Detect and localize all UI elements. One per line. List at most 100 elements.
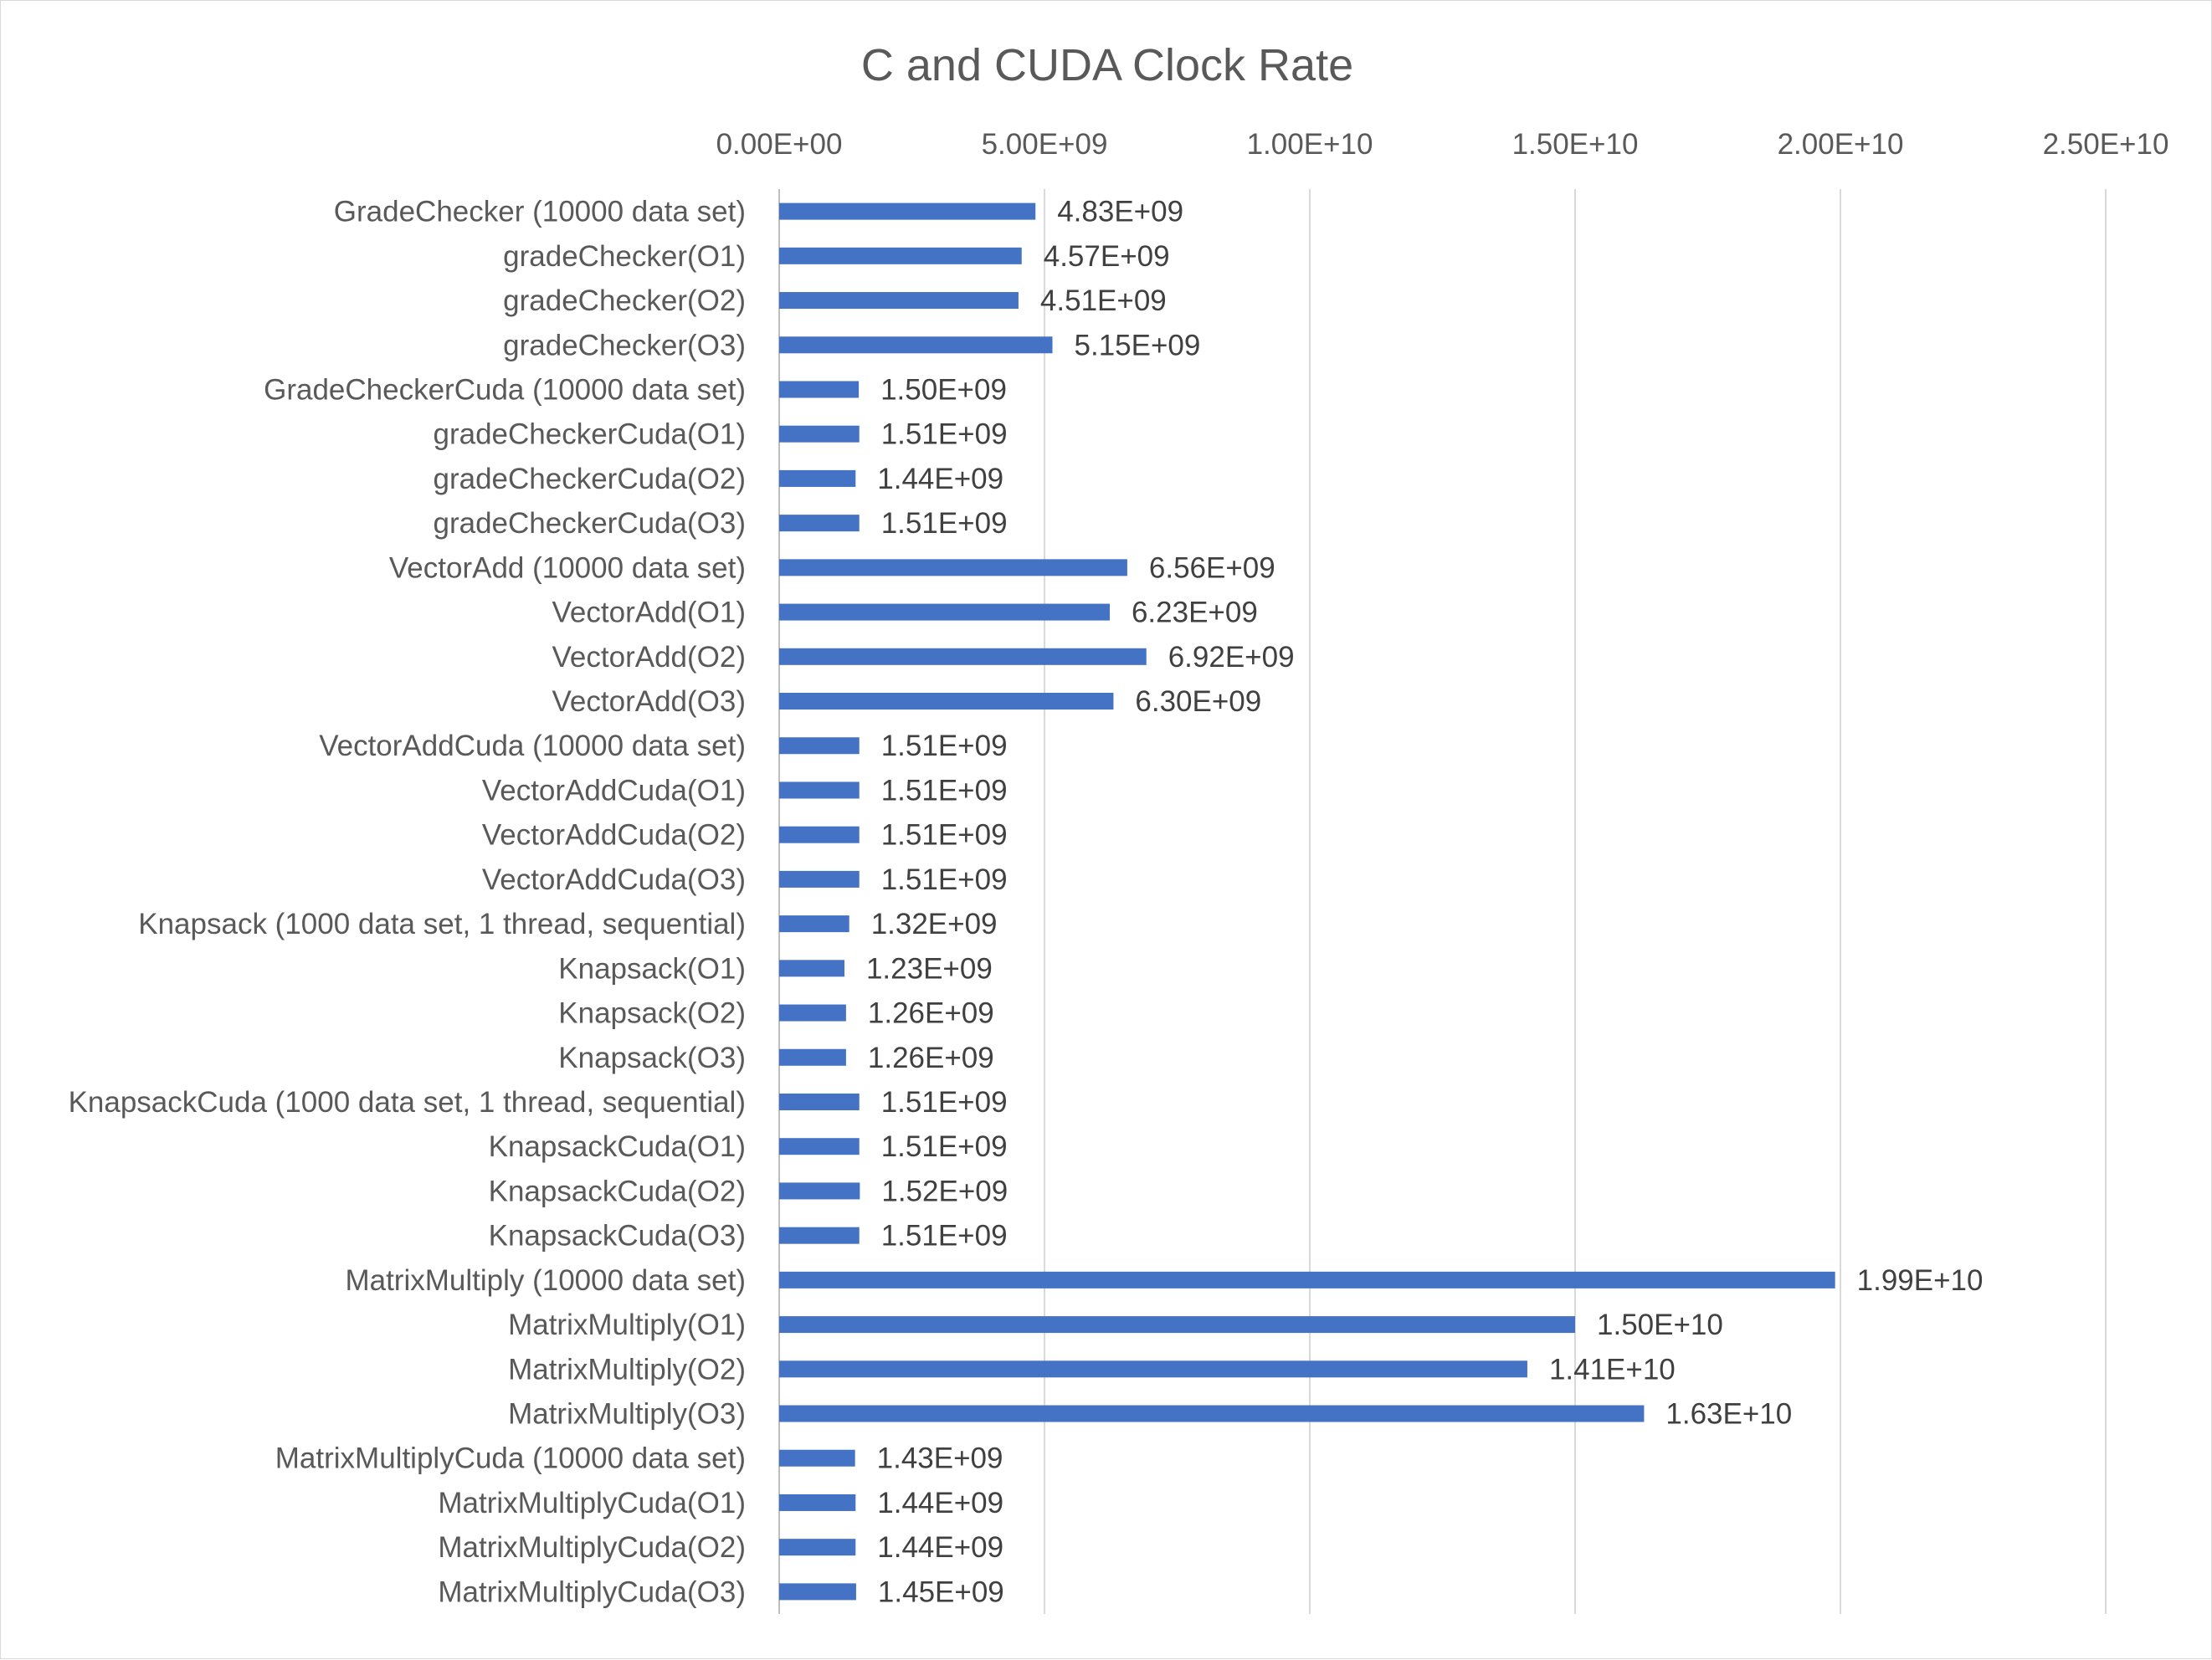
bar: [779, 737, 860, 755]
category-label: VectorAddCuda (10000 data set): [319, 730, 746, 762]
bar: [779, 425, 860, 443]
category-label: VectorAdd(O1): [552, 597, 747, 629]
x-tick-label: 5.00E+09: [982, 128, 1108, 161]
category-label: MatrixMultiply(O3): [508, 1398, 746, 1431]
bar: [779, 1539, 856, 1556]
x-axis-ticks: 0.00E+00 5.00E+09 1.00E+10 1.50E+10 2.00E+10…: [716, 128, 2169, 161]
category-label: gradeChecker(O2): [503, 284, 746, 317]
bar: [779, 1583, 856, 1601]
bar: [779, 1138, 860, 1155]
category-labels: GradeChecker (10000 data set) gradeChecke…: [69, 196, 746, 1609]
data-label: 1.32E+09: [871, 908, 998, 940]
bar: [779, 202, 1036, 220]
bar: [779, 693, 1114, 710]
data-label: 6.23E+09: [1132, 597, 1258, 629]
category-label: Knapsack (1000 data set, 1 thread, seque…: [138, 908, 746, 940]
data-label: 1.51E+09: [881, 1130, 1008, 1163]
category-label: MatrixMultiplyCuda(O1): [438, 1487, 746, 1519]
data-label: 1.63E+10: [1665, 1398, 1792, 1431]
category-label: gradeChecker(O3): [503, 329, 746, 361]
category-label: Knapsack(O1): [558, 952, 746, 985]
bar: [779, 1271, 1835, 1289]
x-tick-label: 2.50E+10: [2043, 128, 2169, 161]
data-label: 1.51E+09: [881, 819, 1008, 852]
data-label: 1.43E+09: [877, 1442, 1003, 1475]
data-label: 1.99E+10: [1857, 1264, 1984, 1297]
bar: [779, 247, 1022, 264]
data-label: 1.23E+09: [866, 952, 993, 985]
chart-title: C and CUDA Clock Rate: [861, 40, 1353, 90]
category-label: Knapsack(O3): [558, 1042, 746, 1074]
bar: [779, 559, 1127, 576]
data-label: 4.51E+09: [1040, 284, 1167, 317]
category-label: VectorAdd(O2): [552, 641, 747, 674]
data-label: 1.51E+09: [881, 730, 1008, 762]
data-label: 6.56E+09: [1149, 551, 1275, 584]
bar: [779, 1316, 1575, 1334]
category-label: gradeCheckerCuda(O2): [433, 463, 746, 495]
data-label: 1.51E+09: [881, 1086, 1008, 1119]
data-label: 1.51E+09: [881, 863, 1008, 896]
data-label: 1.51E+09: [881, 507, 1008, 540]
bar: [779, 1004, 846, 1022]
data-label: 1.51E+09: [881, 774, 1008, 807]
bar: [779, 960, 844, 977]
category-label: MatrixMultiply(O2): [508, 1353, 746, 1386]
data-label: 1.44E+09: [877, 1487, 1003, 1519]
bar: [779, 1048, 846, 1066]
data-label: 4.57E+09: [1044, 240, 1170, 273]
x-tick-label: 0.00E+00: [716, 128, 843, 161]
data-label: 1.50E+09: [880, 373, 1007, 406]
data-label: 6.92E+09: [1168, 641, 1295, 674]
category-label: MatrixMultiplyCuda(O3): [438, 1575, 746, 1608]
category-label: Knapsack(O2): [558, 997, 746, 1030]
category-label: KnapsackCuda (1000 data set, 1 thread, s…: [69, 1086, 746, 1119]
category-label: VectorAdd(O3): [552, 685, 747, 718]
bar: [779, 515, 860, 532]
x-tick-label: 1.00E+10: [1247, 128, 1373, 161]
category-label: KnapsackCuda(O2): [489, 1175, 746, 1207]
data-label: 1.41E+10: [1549, 1353, 1676, 1386]
data-label: 1.51E+09: [881, 1220, 1008, 1253]
category-label: VectorAddCuda(O2): [482, 819, 746, 852]
bar: [779, 292, 1019, 310]
bar: [779, 870, 860, 888]
data-label: 1.45E+09: [878, 1575, 1004, 1608]
data-label: 5.15E+09: [1075, 329, 1201, 361]
data-label: 1.51E+09: [881, 418, 1008, 451]
data-label: 1.26E+09: [868, 1042, 994, 1074]
bar: [779, 1493, 856, 1511]
bar: [779, 1227, 860, 1244]
x-tick-label: 2.00E+10: [1778, 128, 1904, 161]
bars: [779, 202, 1835, 1601]
category-label: MatrixMultiply(O1): [508, 1309, 746, 1341]
bar: [779, 381, 860, 398]
bar: [779, 648, 1147, 665]
data-label: 1.50E+10: [1597, 1309, 1723, 1341]
bar: [779, 1360, 1527, 1378]
bar: [779, 1449, 855, 1467]
category-label: MatrixMultiplyCuda (10000 data set): [275, 1442, 746, 1475]
data-label: 1.44E+09: [877, 463, 1003, 495]
category-label: MatrixMultiplyCuda(O2): [438, 1531, 746, 1564]
data-label: 1.26E+09: [868, 997, 994, 1030]
data-labels: 4.83E+09 4.57E+09 4.51E+09 5.15E+09 1.50E+09…: [866, 196, 1984, 1609]
category-label: VectorAddCuda(O1): [482, 774, 746, 807]
category-label: gradeCheckerCuda(O1): [433, 418, 746, 451]
category-label: VectorAdd (10000 data set): [389, 551, 746, 584]
bar: [779, 336, 1053, 354]
category-label: KnapsackCuda(O1): [489, 1130, 746, 1163]
bar: [779, 1405, 1645, 1422]
data-label: 1.44E+09: [877, 1531, 1003, 1564]
data-label: 6.30E+09: [1135, 685, 1261, 718]
category-label: KnapsackCuda(O3): [489, 1220, 746, 1253]
bar: [779, 1093, 860, 1110]
category-label: gradeChecker(O1): [503, 240, 746, 273]
bar: [779, 781, 860, 799]
data-label: 4.83E+09: [1057, 196, 1183, 228]
bar: [779, 469, 856, 487]
bar: [779, 603, 1110, 621]
x-tick-label: 1.50E+10: [1512, 128, 1639, 161]
bar: [779, 915, 849, 933]
